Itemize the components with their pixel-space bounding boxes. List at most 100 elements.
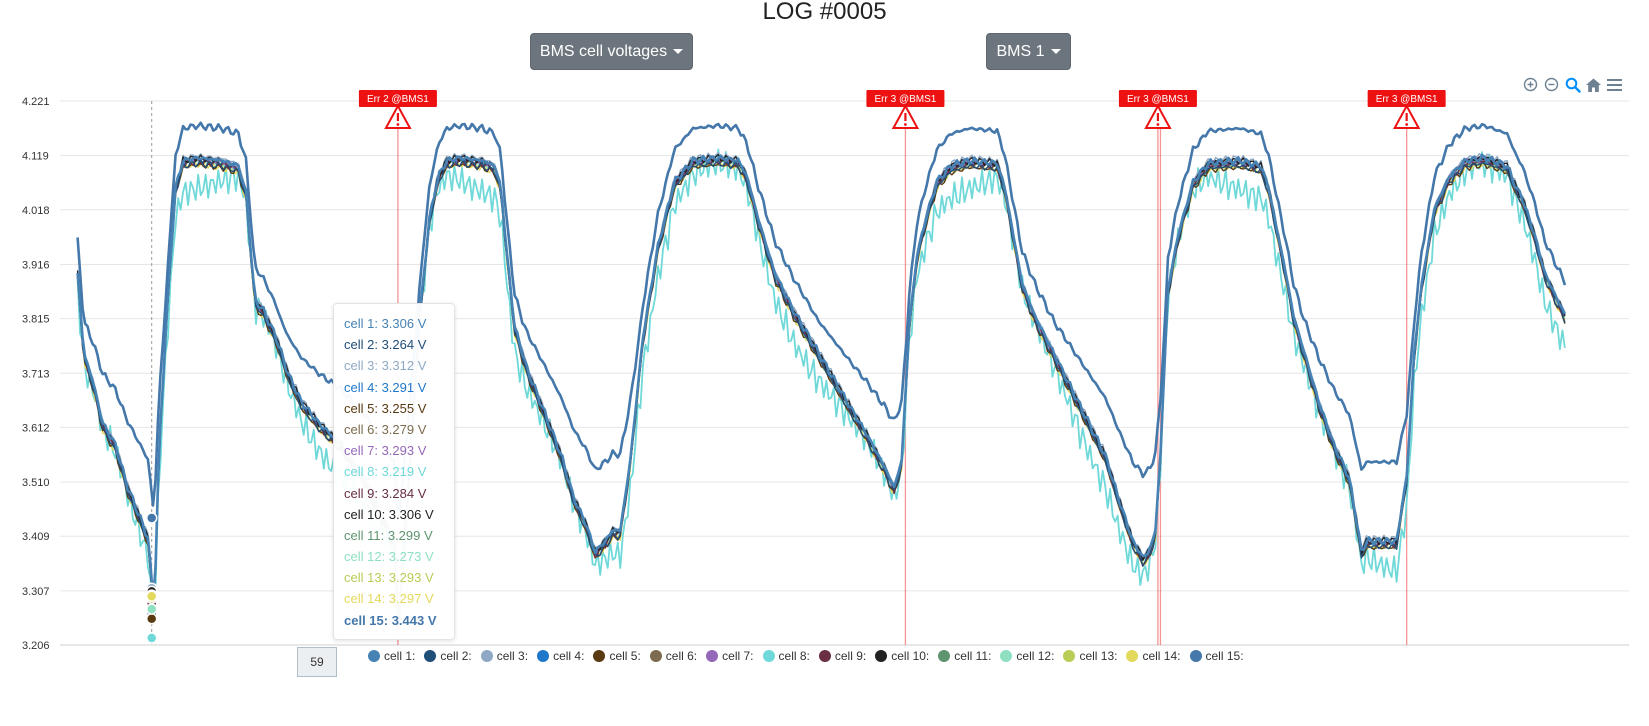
legend-item[interactable]: cell 11: xyxy=(938,649,991,663)
legend-label: cell 8: xyxy=(778,649,810,663)
y-tick-label: 4.119 xyxy=(22,151,49,163)
series-line-cell-1 xyxy=(76,153,1567,616)
legend-label: cell 13: xyxy=(1079,649,1118,663)
y-axis: 4.221 4.119 4.018 3.916 3.815 3.713 3.612 3.510… xyxy=(22,96,50,652)
legend-marker xyxy=(537,650,550,662)
legend-label: cell 12: xyxy=(1016,649,1055,663)
tooltip-row: cell 8: 3.219 V xyxy=(344,464,427,480)
y-tick-label: 3.916 xyxy=(22,259,50,271)
legend-item[interactable]: cell 8: xyxy=(762,649,810,663)
y-tick-label: 3.612 xyxy=(22,422,50,434)
error-label-bg xyxy=(1118,90,1197,107)
legend-item[interactable]: cell 13: xyxy=(1063,649,1117,663)
chart-series xyxy=(76,121,1567,625)
legend-item[interactable]: cell 14: xyxy=(1126,649,1181,663)
legend-label: cell 14: xyxy=(1142,649,1181,663)
home-reset-icon[interactable] xyxy=(1585,76,1602,93)
legend-label: cell 9: xyxy=(834,649,867,663)
legend-item[interactable]: cell 10: xyxy=(875,649,929,663)
legend-label: cell 4: xyxy=(553,649,585,663)
tooltip-row: cell 14: 3.297 V xyxy=(344,591,434,607)
hover-point-cell-15 xyxy=(145,512,158,524)
legend-marker xyxy=(1126,650,1139,662)
error-marker[interactable]: Err 3 @BMS1 xyxy=(866,90,945,129)
y-tick-label: 3.409 xyxy=(22,531,50,543)
legend-item[interactable]: cell 5: xyxy=(593,649,641,663)
legend-marker xyxy=(1189,650,1202,662)
error-marker[interactable]: Err 3 @BMS1 xyxy=(1367,90,1446,129)
tooltip-row: cell 9: 3.284 V xyxy=(344,485,427,501)
legend-marker xyxy=(818,650,831,662)
line-chart[interactable]: 4.221 4.119 4.018 3.916 3.815 3.713 3.612 3.510… xyxy=(0,0,1649,700)
legend-item[interactable]: cell 15: xyxy=(1189,649,1244,663)
error-label-bg xyxy=(866,90,945,107)
series-line-cell-8 xyxy=(76,148,1566,625)
legend-marker xyxy=(875,650,888,662)
metric-dropdown-label: BMS cell voltages xyxy=(539,42,668,60)
legend-label: cell 11: xyxy=(954,649,992,663)
legend-item[interactable]: cell 3: xyxy=(480,649,528,663)
error-label-bg xyxy=(358,90,437,107)
error-label: Err 3 @BMS1 xyxy=(1127,94,1189,105)
tooltip-row: cell 6: 3.279 V xyxy=(344,421,427,437)
y-tick-label: 3.815 xyxy=(22,314,50,326)
menu-icon[interactable] xyxy=(1606,76,1623,93)
error-marker[interactable]: Err 3 @BMS1 xyxy=(1118,90,1197,129)
legend-marker xyxy=(593,650,606,662)
legend-label: cell 2: xyxy=(440,649,472,663)
legend-label: cell 7: xyxy=(722,649,754,663)
tooltip-row: cell 7: 3.293 V xyxy=(344,443,427,459)
y-tick-label: 4.221 xyxy=(22,96,50,108)
error-label: Err 3 @BMS1 xyxy=(875,94,937,105)
legend-item[interactable]: cell 2: xyxy=(424,649,472,663)
bms-dropdown-button[interactable]: BMS 1 xyxy=(986,33,1071,70)
legend-item[interactable]: cell 12: xyxy=(1000,649,1054,663)
page-title: LOG #0005 xyxy=(762,0,887,25)
legend-item[interactable]: cell 6: xyxy=(649,649,698,663)
legend-item[interactable]: cell 9: xyxy=(818,649,867,663)
legend-marker xyxy=(1063,650,1076,662)
legend-marker xyxy=(762,650,775,662)
error-label: Err 2 @BMS1 xyxy=(367,94,429,105)
zoom-selection-icon[interactable] xyxy=(1564,76,1581,93)
chevron-down-icon xyxy=(673,49,684,54)
series-line-cell-14 xyxy=(76,161,1566,617)
tooltip-row: cell 10: 3.306 V xyxy=(344,506,434,522)
series-line-cell-4 xyxy=(76,156,1565,613)
legend-item[interactable]: cell 1: xyxy=(368,649,415,663)
tooltip-row: cell 3: 3.312 V xyxy=(344,358,427,374)
chart-toolbar xyxy=(1522,76,1623,93)
bms-dropdown-label: BMS 1 xyxy=(996,42,1045,60)
tooltip-row: cell 1: 3.306 V xyxy=(344,316,427,331)
series-line-cell-6 xyxy=(76,157,1566,615)
hover-tooltip: cell 1: 3.306 V cell 2: 3.264 V cell 3: 3.… xyxy=(333,303,455,640)
tooltip-row: cell 4: 3.291 V xyxy=(344,379,427,395)
error-label: Err 3 @BMS1 xyxy=(1376,94,1438,105)
zoom-out-icon[interactable] xyxy=(1543,76,1560,93)
chevron-down-icon xyxy=(1050,49,1061,54)
series-line-cell-5 xyxy=(76,161,1566,622)
tooltip-row: cell 13: 3.293 V xyxy=(344,570,434,586)
series-line-cell-11 xyxy=(76,155,1566,617)
y-tick-label: 3.206 xyxy=(22,640,50,652)
metric-dropdown-button[interactable]: BMS cell voltages xyxy=(530,33,693,70)
hover-point-cell-5 xyxy=(145,612,158,625)
legend-label: cell 10: xyxy=(891,649,930,663)
legend-marker xyxy=(1000,650,1013,662)
legend-label: cell 1: xyxy=(384,649,416,663)
y-tick-label: 3.307 xyxy=(22,586,50,598)
series-line-cell-12 xyxy=(76,157,1566,615)
tooltip-row: cell 11: 3.299 V xyxy=(344,527,433,543)
legend-label: cell 6: xyxy=(665,649,698,663)
chart-legend: cell 1: cell 2: cell 3: cell 4: cell 5: cell … xyxy=(368,646,1253,666)
tooltip-row: cell 12: 3.273 V xyxy=(344,549,434,565)
legend-item[interactable]: cell 4: xyxy=(537,649,584,663)
legend-marker xyxy=(706,650,719,662)
zoom-in-icon[interactable] xyxy=(1522,76,1539,93)
error-marker[interactable]: Err 2 @BMS1 xyxy=(358,90,437,129)
series-line-cell-15 xyxy=(76,121,1567,518)
y-tick-label: 4.018 xyxy=(22,205,50,217)
legend-item[interactable]: cell 7: xyxy=(706,649,754,663)
hover-point-cell-12 xyxy=(145,603,158,615)
hover-markers xyxy=(145,512,158,644)
